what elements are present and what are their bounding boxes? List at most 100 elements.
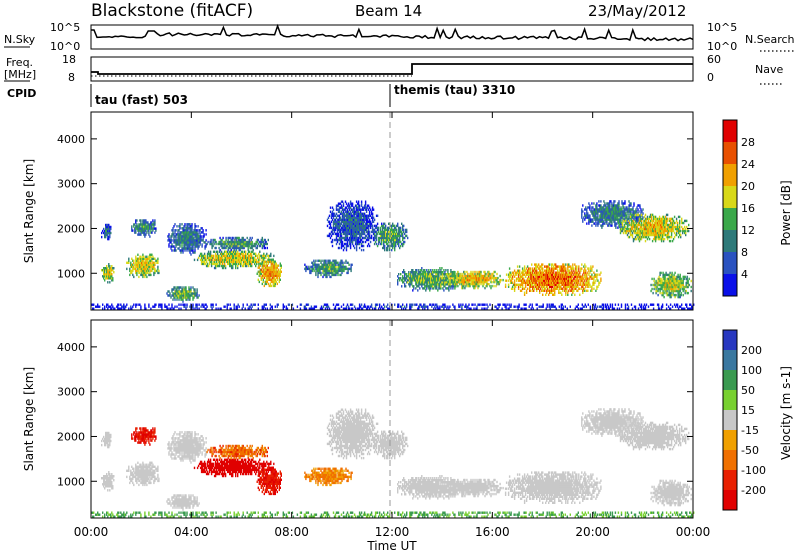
- power-cell: [147, 269, 149, 273]
- power-cell: [526, 283, 529, 286]
- power-cell: [243, 264, 245, 268]
- power-cell: [197, 256, 200, 260]
- power-cell: [333, 265, 335, 269]
- power-cell: [591, 212, 593, 215]
- power-cell: [393, 238, 395, 242]
- freq-label-line2: [MHz]: [4, 68, 36, 81]
- power-cell: [477, 284, 479, 288]
- power-cell: [223, 252, 226, 256]
- power-cell: [514, 283, 517, 286]
- power-cell: [362, 224, 365, 228]
- power-cell: [312, 263, 314, 266]
- power-cell: [201, 262, 204, 266]
- power-cell: [541, 275, 543, 278]
- power-cell: [244, 262, 246, 266]
- power-cell: [276, 264, 278, 267]
- power-cell: [203, 262, 206, 266]
- power-cell: [539, 289, 541, 292]
- power-cell: [429, 289, 431, 292]
- power-cell: [446, 277, 448, 280]
- power-cell: [522, 277, 525, 280]
- power-cell: [130, 269, 132, 273]
- power-cell: [182, 229, 184, 232]
- power-cell: [109, 231, 111, 235]
- power-cell: [269, 254, 271, 258]
- power-cell: [584, 218, 586, 221]
- power-cell: [184, 241, 186, 244]
- power-cell: [270, 258, 272, 262]
- power-cell: [592, 283, 594, 286]
- power-cell: [552, 293, 554, 296]
- power-cell: [235, 252, 237, 256]
- power-cell: [180, 292, 182, 295]
- power-cell: [247, 240, 249, 244]
- power-cell: [140, 219, 142, 222]
- power-cell: [523, 265, 526, 268]
- power-cell: [137, 225, 139, 228]
- power-cell: [348, 224, 351, 228]
- power-cell: [507, 273, 510, 276]
- power-cell: [139, 265, 141, 269]
- power-cell: [339, 263, 341, 266]
- power-cell: [607, 210, 609, 213]
- power-cell: [260, 242, 262, 246]
- power-cell: [614, 216, 616, 219]
- power-cell: [176, 233, 178, 236]
- power-cell: [356, 206, 359, 209]
- power-cell: [337, 208, 340, 211]
- power-cell: [386, 238, 388, 242]
- power-cell: [565, 291, 567, 294]
- power-cell: [342, 267, 344, 271]
- power-cell: [323, 259, 325, 262]
- power-cell: [173, 296, 175, 299]
- power-cell: [246, 240, 248, 244]
- power-cell: [530, 279, 532, 282]
- power-cell: [460, 280, 462, 284]
- power-cell: [465, 276, 467, 280]
- power-cell: [146, 225, 148, 228]
- power-cell: [584, 214, 586, 217]
- power-cell: [145, 255, 147, 258]
- power-cell: [326, 267, 328, 271]
- power-cell: [336, 230, 339, 234]
- power-cell: [107, 233, 109, 237]
- power-cell: [266, 252, 268, 256]
- power-cell: [144, 227, 146, 230]
- power-cell: [242, 242, 244, 246]
- power-cell: [249, 262, 251, 266]
- power-cell: [445, 279, 447, 282]
- power-cell: [541, 277, 543, 280]
- power-cell: [200, 227, 202, 230]
- power-cell: [184, 235, 186, 238]
- power-cell: [188, 243, 190, 246]
- power-cell: [140, 231, 142, 234]
- power-cell: [603, 220, 605, 223]
- power-cell: [427, 275, 429, 278]
- power-cell: [428, 269, 430, 272]
- power-cell: [457, 273, 459, 276]
- power-cell: [234, 254, 236, 258]
- power-cell: [584, 269, 586, 272]
- power-cell: [491, 284, 493, 288]
- power-cell: [404, 273, 406, 276]
- power-cell: [563, 283, 565, 286]
- power-cell: [456, 272, 458, 276]
- power-cell: [204, 245, 206, 248]
- power-cell: [588, 269, 590, 272]
- power-cell: [565, 275, 567, 278]
- power-cell: [548, 273, 550, 276]
- power-cell: [363, 216, 366, 219]
- power-cell: [269, 266, 271, 269]
- power-cell: [320, 261, 322, 264]
- power-cell: [397, 222, 399, 225]
- power-cell: [367, 204, 370, 207]
- power-cell: [365, 216, 368, 219]
- power-cell: [181, 235, 183, 238]
- power-cell: [528, 273, 530, 276]
- power-cell: [352, 214, 355, 217]
- power-cell: [336, 271, 338, 275]
- power-cell: [196, 288, 198, 291]
- power-cell: [603, 208, 605, 211]
- power-cell: [616, 204, 618, 207]
- power-cell: [388, 226, 390, 230]
